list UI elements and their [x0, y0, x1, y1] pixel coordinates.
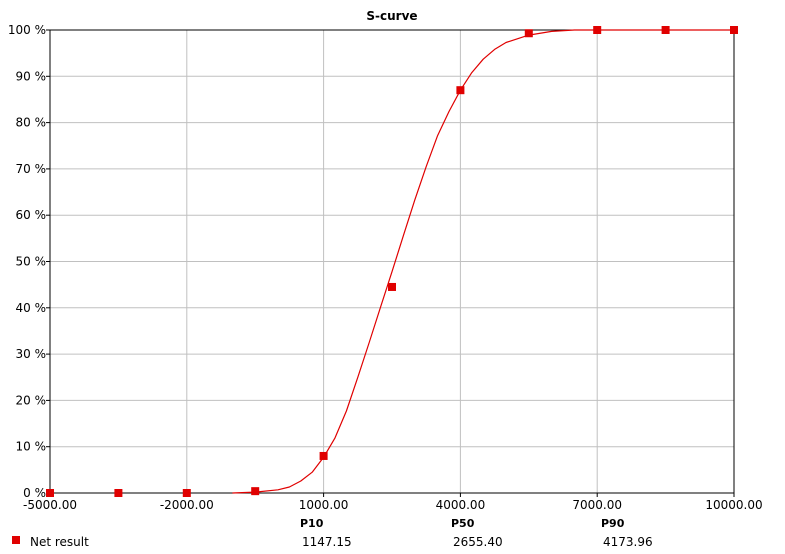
percentile-value: 1147.15 [302, 535, 352, 549]
x-axis: -5000.00 -2000.00 1000.00 4000.00 7000.00 100… [23, 493, 763, 512]
y-tick-label: 0 % [23, 486, 46, 500]
percentile-label: P10 [300, 517, 324, 530]
data-point[interactable] [388, 282, 396, 291]
percentile-value: 4173.96 [603, 535, 653, 549]
series-net-result [46, 26, 738, 497]
y-tick-label: 60 % [16, 208, 47, 222]
y-axis: 0 % 10 % 20 % 30 % 40 % 50 % 60 % 70 % 80 % 90 % 1… [8, 23, 50, 500]
x-tick-label: 7000.00 [572, 498, 622, 512]
data-point[interactable] [524, 29, 533, 38]
x-tick-label: 4000.00 [436, 498, 486, 512]
y-tick-label: 100 % [8, 23, 46, 37]
percentile-value: 2655.40 [453, 535, 503, 549]
series-line [232, 29, 734, 494]
y-tick-label: 10 % [16, 440, 47, 454]
percentile-label: P90 [601, 517, 625, 530]
x-tick-label: 1000.00 [299, 498, 349, 512]
legend[interactable]: Net result [12, 535, 89, 549]
legend-label-net-result: Net result [30, 535, 89, 549]
data-point[interactable] [319, 451, 328, 460]
grid-lines [50, 30, 734, 493]
percentile-table: P10 1147.15 P50 2655.40 P90 4173.96 [300, 517, 653, 549]
x-tick-label: -5000.00 [23, 498, 77, 512]
y-tick-label: 90 % [16, 69, 47, 83]
data-point[interactable] [593, 26, 602, 34]
y-tick-label: 80 % [16, 116, 47, 130]
data-point[interactable] [114, 489, 123, 497]
y-tick-label: 20 % [16, 393, 47, 407]
data-point[interactable] [251, 487, 260, 496]
y-tick-label: 40 % [16, 301, 47, 315]
data-point[interactable] [456, 86, 465, 95]
legend-swatch [12, 536, 20, 544]
data-point[interactable] [661, 26, 670, 34]
data-point[interactable] [730, 26, 738, 34]
data-point[interactable] [46, 489, 54, 497]
chart-title: S-curve [366, 9, 417, 23]
data-point[interactable] [182, 489, 191, 497]
percentile-label: P50 [451, 517, 475, 530]
x-tick-label: -2000.00 [160, 498, 214, 512]
y-tick-label: 50 % [16, 255, 47, 269]
x-tick-label: 10000.00 [705, 498, 762, 512]
y-tick-label: 30 % [16, 347, 47, 361]
y-tick-label: 70 % [16, 162, 47, 176]
